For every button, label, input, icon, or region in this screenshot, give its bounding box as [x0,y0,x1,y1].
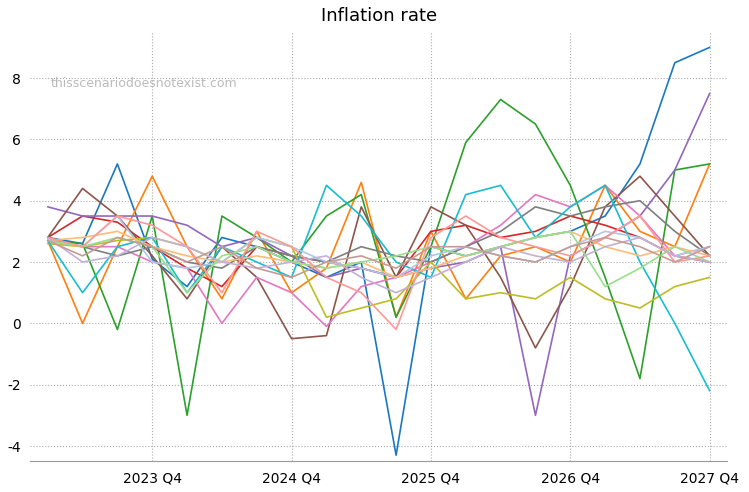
Text: thisscenariodoesnotexist.com: thisscenariodoesnotexist.com [51,77,238,90]
Title: Inflation rate: Inflation rate [321,7,437,25]
